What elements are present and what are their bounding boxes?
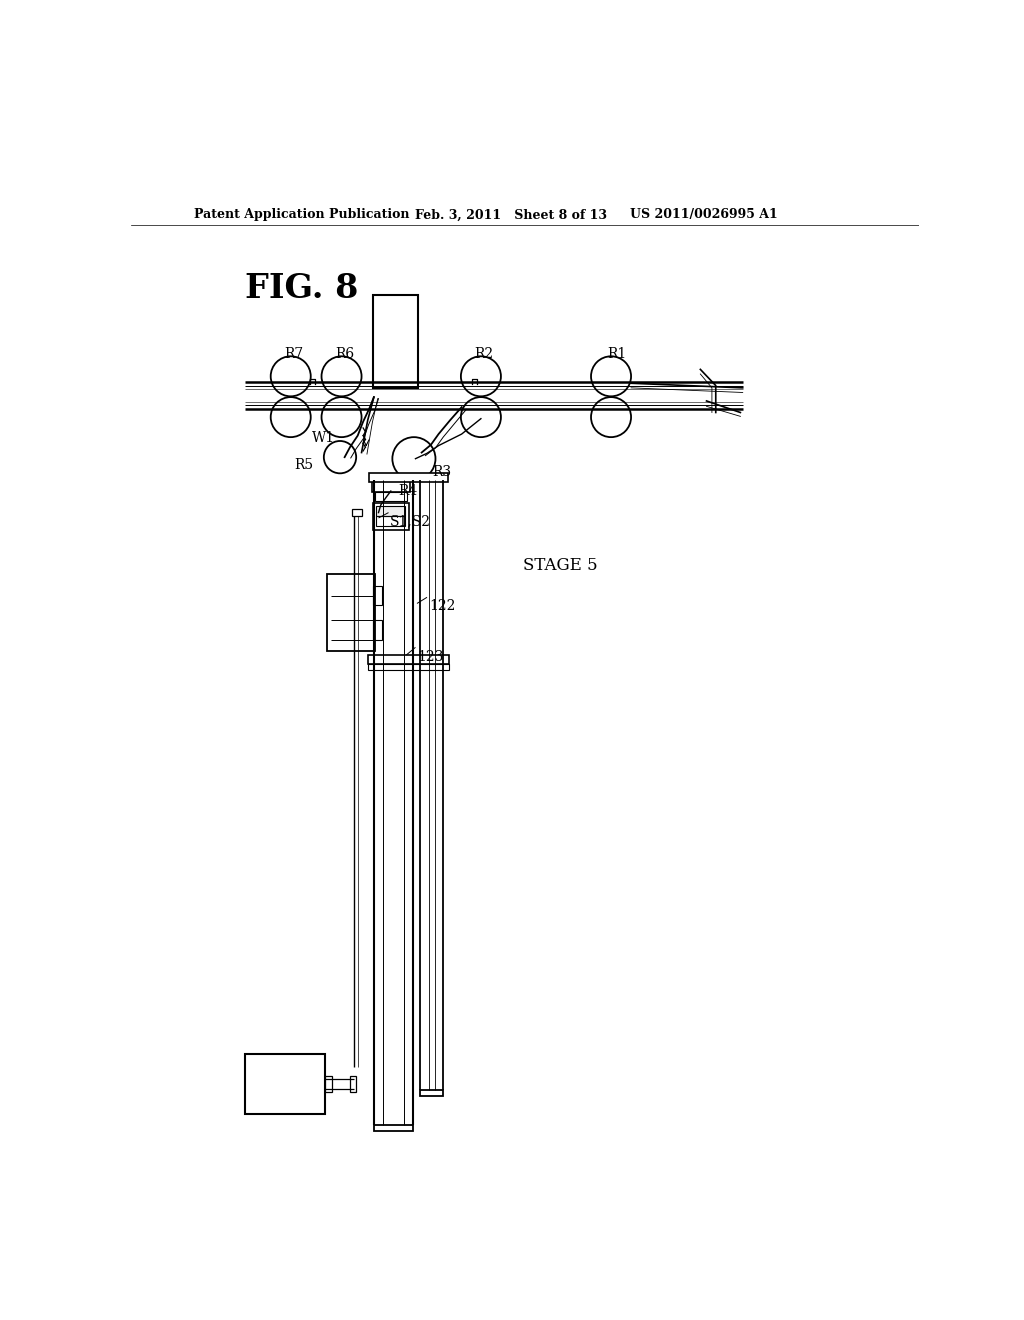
Bar: [372, 480, 410, 492]
Text: 123: 123: [417, 649, 443, 664]
Text: R6: R6: [336, 347, 354, 362]
Bar: [376, 507, 406, 516]
Bar: [368, 655, 449, 664]
Bar: [373, 296, 418, 388]
Bar: [375, 492, 407, 502]
Bar: [326, 1076, 332, 1092]
Bar: [373, 503, 409, 529]
Text: Feb. 3, 2011   Sheet 8 of 13: Feb. 3, 2011 Sheet 8 of 13: [416, 209, 607, 222]
Text: 122: 122: [429, 599, 456, 612]
Text: STAGE 5: STAGE 5: [523, 557, 598, 574]
Bar: [368, 664, 449, 671]
Text: Patent Application Publication: Patent Application Publication: [194, 209, 410, 222]
Text: US 2011/0026995 A1: US 2011/0026995 A1: [630, 209, 777, 222]
Text: R3: R3: [432, 465, 452, 479]
Bar: [373, 586, 382, 605]
Bar: [376, 516, 406, 525]
Bar: [350, 1076, 356, 1092]
Text: W1: W1: [312, 430, 336, 445]
Text: FIG. 8: FIG. 8: [245, 272, 358, 305]
Text: R7: R7: [285, 347, 304, 362]
Bar: [374, 1125, 413, 1131]
Text: R5: R5: [295, 458, 313, 473]
Bar: [370, 473, 447, 482]
Text: R1: R1: [607, 347, 627, 362]
Bar: [327, 574, 375, 651]
Bar: [373, 620, 382, 640]
Text: R2: R2: [475, 347, 494, 362]
Text: S1,S2: S1,S2: [390, 515, 431, 528]
Text: R4: R4: [398, 484, 418, 498]
Bar: [420, 1090, 443, 1096]
Bar: [351, 508, 362, 516]
Bar: [245, 1053, 326, 1114]
